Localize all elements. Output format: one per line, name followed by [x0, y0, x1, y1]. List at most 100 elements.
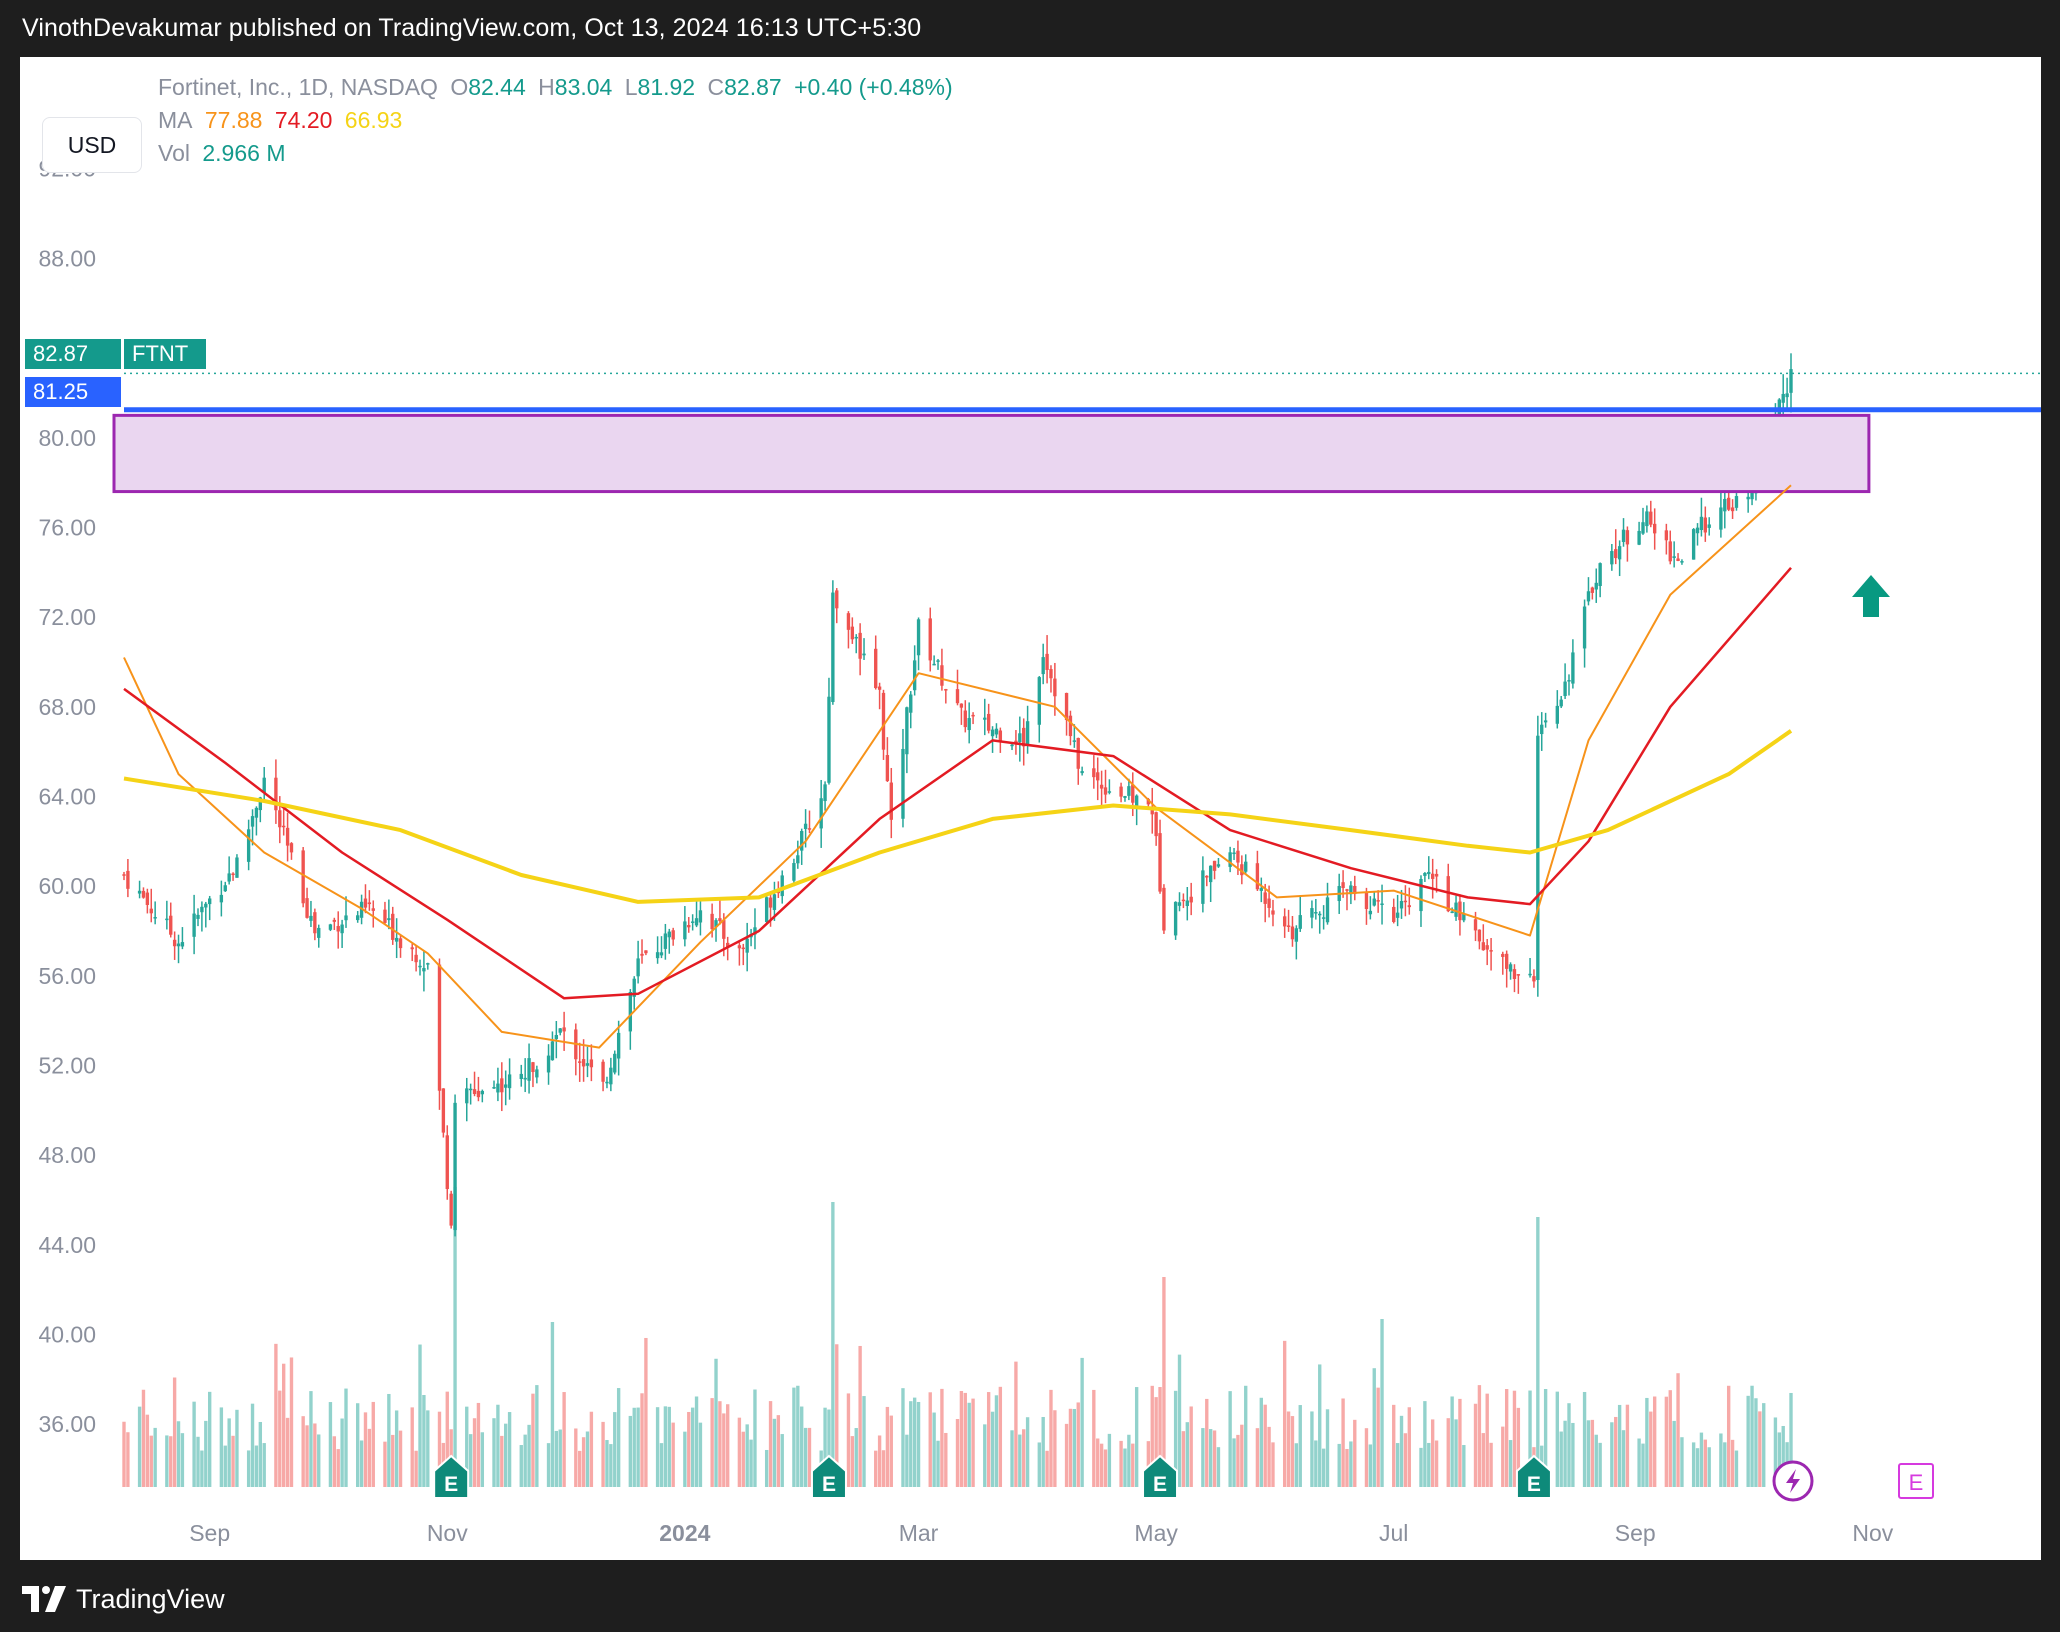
- volume-bar: [1134, 1387, 1139, 1487]
- x-axis-tick-label: Jul: [1379, 1520, 1408, 1546]
- chart-panel[interactable]: 92.0088.0084.0080.0076.0072.0068.0064.00…: [20, 57, 2041, 1560]
- volume-bar: [1571, 1422, 1575, 1487]
- volume-bar: [204, 1420, 208, 1487]
- volume-bar: [667, 1406, 671, 1487]
- volume-bar: [1734, 1450, 1739, 1487]
- candle-body: [278, 810, 282, 828]
- volume-bar: [122, 1421, 126, 1487]
- volume-bar: [1173, 1390, 1178, 1487]
- volume-bar: [632, 1407, 636, 1487]
- volume-bar: [496, 1404, 500, 1487]
- volume-bar: [1773, 1417, 1778, 1487]
- volume-bar: [1516, 1407, 1521, 1487]
- volume-bar: [831, 1202, 835, 1487]
- candle-body: [753, 927, 757, 935]
- volume-bar: [885, 1406, 890, 1487]
- candle-body: [192, 913, 196, 937]
- volume-bar: [126, 1432, 130, 1487]
- candle-body: [383, 909, 387, 923]
- candle-body: [1559, 699, 1563, 707]
- currency-button[interactable]: USD: [42, 117, 142, 173]
- volume-bar: [1758, 1411, 1762, 1487]
- candle-body: [1068, 715, 1073, 737]
- volume-bar: [1310, 1411, 1314, 1487]
- volume-bar: [1294, 1443, 1299, 1487]
- volume-bar: [535, 1385, 539, 1487]
- up-arrow-icon: [1852, 575, 1890, 617]
- volume-bar: [1353, 1419, 1357, 1487]
- candle-body: [1504, 953, 1509, 969]
- candle-body: [476, 1090, 481, 1098]
- volume-bar: [940, 1388, 944, 1487]
- candle-body: [492, 1087, 496, 1089]
- candle-body: [912, 660, 917, 691]
- volume-bar: [554, 1430, 559, 1487]
- candle-body: [344, 915, 348, 921]
- volume-bar: [414, 1450, 418, 1487]
- candle-body: [1022, 727, 1026, 747]
- candle-body: [850, 626, 855, 640]
- candle-body: [1053, 678, 1057, 697]
- volume-bar: [1559, 1431, 1563, 1487]
- volume-bar: [492, 1418, 496, 1487]
- last-price-tag: 82.87: [25, 339, 121, 369]
- legend-symbol[interactable]: Fortinet, Inc., 1D, NASDAQ: [158, 74, 438, 100]
- candle-body: [605, 1081, 609, 1084]
- volume-bar: [519, 1445, 523, 1487]
- candle-body: [507, 1074, 512, 1089]
- volume-bar: [1504, 1389, 1509, 1487]
- volume-bar: [558, 1429, 562, 1487]
- candle-body: [722, 920, 726, 939]
- candle-body: [1150, 806, 1154, 815]
- volume-bar: [1723, 1442, 1727, 1487]
- legend-vol-row[interactable]: Vol 2.966 M: [158, 140, 291, 167]
- volume-bar: [1041, 1416, 1045, 1487]
- volume-bar: [710, 1398, 714, 1487]
- price-chart[interactable]: 92.0088.0084.0080.0076.0072.0068.0064.00…: [20, 57, 2041, 1560]
- volume-bar: [1368, 1444, 1373, 1487]
- currency-label: USD: [67, 131, 117, 158]
- candle-body: [1318, 913, 1322, 916]
- candle-body: [223, 885, 227, 892]
- candle-body: [831, 592, 835, 703]
- volume-bar: [250, 1403, 255, 1487]
- candle-body: [554, 1034, 559, 1040]
- footer: TradingView: [22, 1581, 225, 1617]
- volume-bar: [137, 1406, 142, 1487]
- candle-body: [1462, 913, 1466, 921]
- candle-body: [445, 1135, 449, 1190]
- volume-bar: [231, 1435, 235, 1487]
- volume-bar: [165, 1435, 169, 1487]
- volume-bar: [367, 1428, 372, 1487]
- legend-high: H83.04: [538, 74, 613, 100]
- candle-body: [636, 958, 640, 977]
- volume-bar: [1337, 1443, 1341, 1487]
- volume-bar: [1781, 1425, 1785, 1487]
- candle-body: [1582, 606, 1587, 649]
- legend-open: O82.44: [450, 74, 526, 100]
- candle-body: [1555, 705, 1559, 724]
- candle-body: [1419, 878, 1423, 912]
- volume-bar: [1236, 1434, 1240, 1487]
- legend-ma-row[interactable]: MA 77.88 74.20 66.93: [158, 107, 408, 134]
- volume-bar: [1598, 1442, 1602, 1487]
- tradingview-logo-icon: [22, 1586, 66, 1612]
- candle-body: [1734, 496, 1739, 508]
- volume-bar: [644, 1337, 648, 1487]
- volume-bar: [916, 1401, 921, 1487]
- volume-bar: [1392, 1404, 1396, 1487]
- candle-body: [1368, 910, 1373, 915]
- candle-body: [835, 590, 839, 609]
- volume-bar: [1610, 1422, 1614, 1487]
- volume-bar: [776, 1415, 781, 1487]
- legend-ma-label: MA: [158, 107, 193, 133]
- volume-bar: [936, 1440, 940, 1487]
- volume-bar: [1645, 1397, 1649, 1487]
- volume-bar: [472, 1418, 477, 1487]
- candle-body: [1146, 799, 1151, 805]
- candle-body: [172, 939, 177, 947]
- volume-bar: [1376, 1387, 1380, 1487]
- volume-bar: [391, 1434, 395, 1487]
- volume-bar: [1423, 1401, 1427, 1487]
- candle-body: [1096, 772, 1100, 781]
